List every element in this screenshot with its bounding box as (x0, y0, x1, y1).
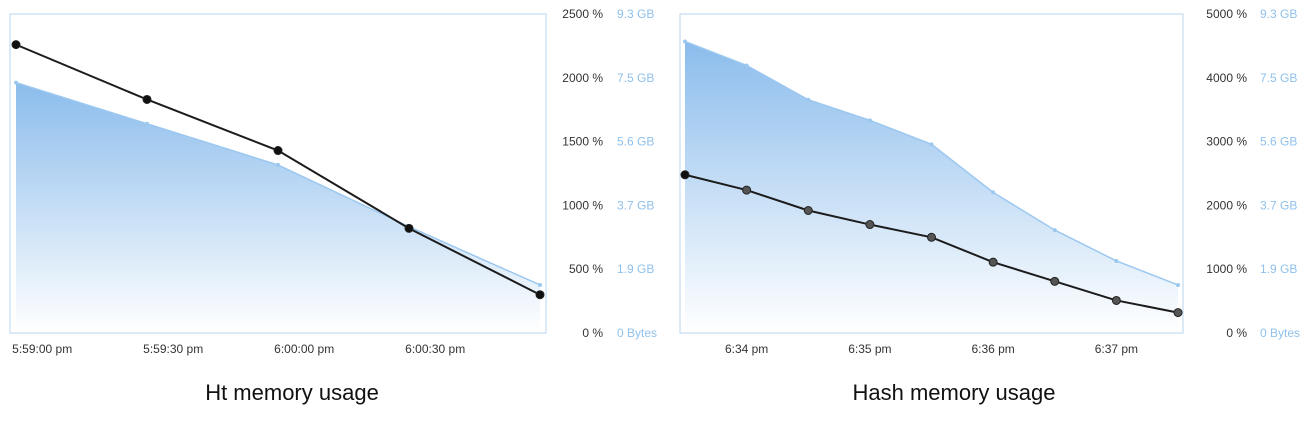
cpu-axis-tick-label: 0 % (1226, 326, 1247, 340)
memory-point (683, 39, 687, 44)
cpu-axis-tick-label: 3000 % (1206, 135, 1247, 149)
memory-point (867, 118, 872, 123)
memory-axis-tick-label: 0 Bytes (1260, 326, 1300, 340)
cpu-point (1111, 295, 1121, 305)
memory-point (991, 190, 996, 195)
cpu-point (865, 220, 875, 230)
memory-axis-tick-label: 9.3 GB (617, 7, 654, 21)
cpu-point (142, 94, 152, 104)
cpu-point (803, 206, 813, 216)
memory-point (1176, 282, 1180, 287)
memory-point (929, 142, 934, 147)
cpu-axis-tick-label: 2000 % (562, 71, 603, 85)
plot-frame (679, 13, 1184, 334)
memory-point (538, 282, 542, 287)
x-axis-tick-label: 5:59:00 pm (12, 342, 72, 356)
cpu-point (535, 290, 545, 300)
chart-title-ht: Ht memory usage (205, 380, 379, 405)
cpu-point (404, 223, 414, 233)
chart-panel-hash: 5000 % 4000 % 3000 % 2000 % 1000 % 0 % 9.3 GB 7… (670, 0, 1315, 370)
cpu-point (11, 40, 21, 50)
memory-axis-tick-label: 3.7 GB (617, 198, 654, 212)
memory-axis-tick-label: 1.9 GB (1260, 262, 1297, 276)
x-axis-tick-label: 6:37 pm (1095, 342, 1138, 356)
cpu-point (1173, 308, 1183, 318)
cpu-point (988, 257, 998, 267)
memory-point (145, 121, 149, 126)
memory-axis-tick-label: 1.9 GB (617, 262, 654, 276)
cpu-point (927, 232, 936, 242)
memory-point (1052, 228, 1057, 233)
cpu-axis-tick-label: 2500 % (562, 7, 603, 21)
cpu-axis-tick-label: 0 % (582, 326, 603, 340)
cpu-axis-tick-label: 4000 % (1206, 71, 1247, 85)
x-axis-tick-label: 6:36 pm (971, 342, 1014, 356)
memory-axis-tick-label: 9.3 GB (1260, 7, 1297, 21)
cpu-axis-tick-label: 500 % (569, 262, 603, 276)
cpu-point (742, 185, 752, 195)
memory-axis-tick-label: 3.7 GB (1260, 198, 1297, 212)
cpu-point (273, 146, 283, 156)
x-axis-tick-label: 6:35 pm (848, 342, 891, 356)
x-axis-tick-label: 6:00:00 pm (274, 342, 334, 356)
memory-area (16, 82, 540, 334)
cpu-axis-tick-label: 2000 % (1206, 198, 1247, 212)
x-axis-tick-label: 5:59:30 pm (143, 342, 203, 356)
chart-hash-memory-usage: 5000 % 4000 % 3000 % 2000 % 1000 % 0 % 9.3 GB 7… (679, 7, 1300, 356)
memory-point (806, 97, 811, 102)
cpu-axis-tick-label: 5000 % (1206, 7, 1247, 21)
chart-title-hash: Hash memory usage (852, 380, 1056, 405)
memory-point (14, 80, 18, 85)
memory-axis-tick-label: 7.5 GB (1260, 71, 1297, 85)
memory-point (276, 162, 280, 167)
cpu-point (1050, 276, 1060, 286)
memory-point (1114, 258, 1119, 263)
cpu-axis-tick-label: 1000 % (1206, 262, 1247, 276)
memory-point (744, 63, 749, 68)
x-axis-tick-label: 6:00:30 pm (405, 342, 465, 356)
x-axis-tick-label: 6:34 pm (725, 342, 768, 356)
plot-frame (9, 13, 547, 334)
memory-area (685, 41, 1178, 334)
cpu-point (680, 170, 690, 180)
memory-axis-tick-label: 7.5 GB (617, 71, 654, 85)
memory-axis-tick-label: 0 Bytes (617, 326, 657, 340)
chart-panel-ht: 2500 % 2000 % 1500 % 1000 % 500 % 0 % 9.3 GB 7.… (0, 0, 680, 370)
memory-axis-tick-label: 5.6 GB (617, 135, 654, 149)
cpu-axis-tick-label: 1500 % (562, 135, 603, 149)
cpu-axis-tick-label: 1000 % (562, 198, 603, 212)
memory-axis-tick-label: 5.6 GB (1260, 135, 1297, 149)
chart-ht-memory-usage: 2500 % 2000 % 1500 % 1000 % 500 % 0 % 9.3 GB 7.… (9, 7, 657, 356)
